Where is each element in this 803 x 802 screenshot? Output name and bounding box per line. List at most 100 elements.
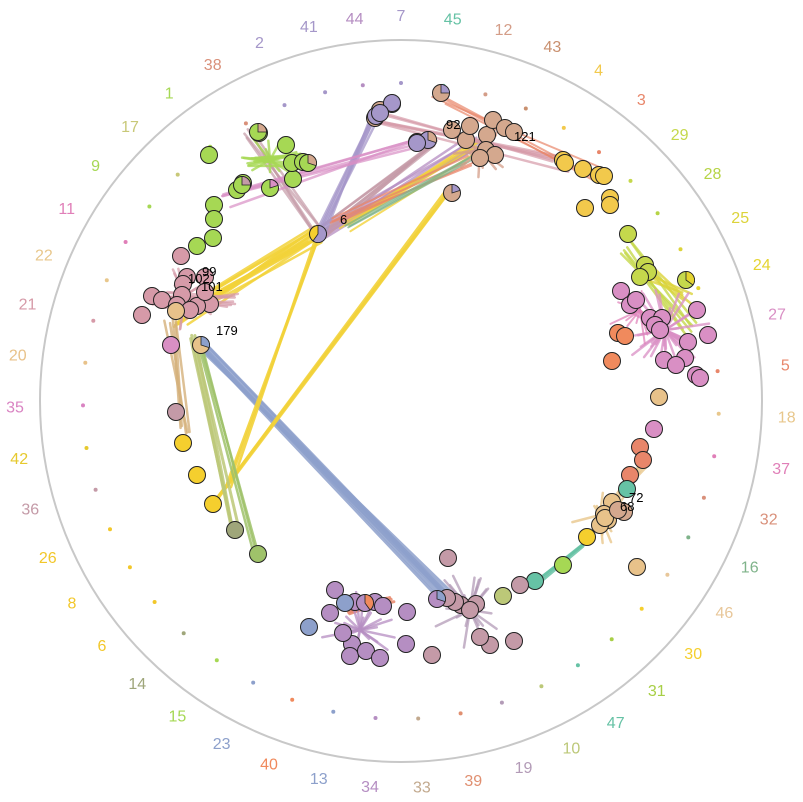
cluster-label: 39 (464, 773, 482, 790)
node (601, 196, 619, 214)
cluster-dot (686, 535, 691, 540)
node (321, 604, 339, 622)
cluster-label: 45 (444, 12, 462, 29)
cluster-dot (243, 121, 248, 126)
cluster-dot (696, 286, 701, 291)
cluster-label: 23 (213, 736, 231, 753)
cluster-label-layer: 7 451243432928252427518373216463031471019… (6, 8, 796, 796)
cluster-label: 47 (607, 715, 625, 732)
node (204, 495, 222, 513)
node (631, 268, 649, 286)
cluster-dot (628, 178, 633, 183)
cluster-dot (716, 411, 721, 416)
edge (331, 154, 469, 220)
cluster-label: 6 (97, 638, 106, 655)
cluster-label: 8 (67, 596, 76, 613)
cluster-label: 1 (165, 85, 174, 102)
node (300, 618, 318, 636)
cluster-dot (597, 150, 601, 155)
cluster-label: 2 (255, 35, 264, 52)
node-label: 92 (446, 117, 460, 132)
cluster-label: 3 (637, 92, 646, 109)
node (336, 594, 354, 612)
cluster-dot (373, 716, 378, 720)
node (667, 356, 685, 374)
cluster-label: 28 (704, 166, 722, 183)
edge (243, 132, 327, 236)
cluster-dot (251, 680, 256, 685)
cluster-label: 18 (778, 410, 796, 427)
cluster-dot (175, 172, 180, 177)
node-label: 102 (188, 271, 210, 286)
cluster-label: 16 (741, 560, 759, 577)
node (618, 480, 636, 498)
edge (663, 292, 690, 332)
node-label: 121 (514, 129, 536, 144)
node (334, 624, 352, 642)
edge (222, 136, 426, 196)
node (326, 581, 344, 599)
cluster-label: 30 (684, 646, 702, 663)
cluster-dot (104, 278, 109, 283)
pie-node (356, 594, 374, 612)
cluster-label: 38 (204, 57, 222, 74)
pie-node (428, 590, 446, 608)
cluster-label: 11 (58, 201, 75, 218)
cluster-label: 14 (128, 676, 146, 693)
node (284, 170, 302, 188)
cluster-dot (499, 700, 504, 705)
node (383, 94, 401, 112)
pie-node (192, 336, 210, 354)
edge (347, 154, 482, 229)
node (174, 434, 192, 452)
node (494, 587, 512, 605)
cluster-label: 12 (495, 22, 513, 39)
edge (358, 618, 393, 632)
cluster-label: 34 (361, 779, 379, 796)
node (188, 466, 206, 484)
edge (229, 234, 318, 489)
edge (344, 152, 478, 227)
node (478, 126, 496, 144)
cluster-dot (127, 565, 132, 570)
node (167, 403, 185, 421)
node (172, 247, 190, 265)
edge (255, 157, 272, 162)
cluster-label: 46 (716, 605, 734, 622)
node (628, 558, 646, 576)
edge (358, 628, 396, 639)
cluster-label: 24 (753, 257, 771, 274)
node-label: 179 (216, 323, 238, 338)
edge (199, 345, 259, 552)
node (371, 104, 389, 122)
node (398, 603, 416, 621)
node (162, 336, 180, 354)
cluster-dot (83, 360, 88, 365)
node (423, 646, 441, 664)
node (603, 352, 621, 370)
node (461, 601, 479, 619)
node-label-layer: 92 121 6 99 102 101 179 72 68 (188, 117, 643, 514)
pie-node (249, 123, 267, 141)
cluster-label: 27 (768, 307, 786, 324)
cluster-dot-layer (81, 81, 721, 721)
node (153, 291, 171, 309)
cluster-label: 26 (39, 550, 57, 567)
edge (318, 108, 381, 233)
cluster-label: 31 (648, 683, 666, 700)
node (471, 149, 489, 167)
cluster-dot (181, 631, 186, 636)
node (167, 302, 185, 320)
node (486, 146, 504, 164)
cluster-dot (147, 204, 152, 209)
node (439, 549, 457, 567)
cluster-label: 29 (671, 127, 689, 144)
node (616, 327, 634, 345)
node (554, 556, 572, 574)
node (196, 283, 214, 301)
node (204, 229, 222, 247)
node (249, 545, 267, 563)
edge (267, 139, 272, 162)
